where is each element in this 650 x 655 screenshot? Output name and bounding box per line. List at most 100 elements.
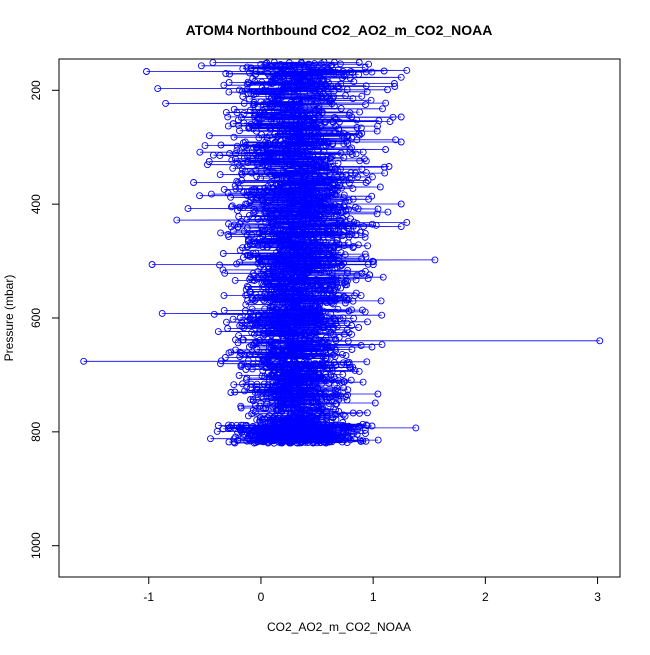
data-point — [317, 138, 325, 146]
data-point — [263, 400, 271, 408]
y-tick-label: 600 — [29, 308, 43, 328]
data-point — [281, 163, 288, 171]
data-point — [242, 376, 250, 384]
data-point — [332, 362, 340, 370]
data-point — [307, 165, 315, 173]
data-point — [368, 68, 376, 76]
data-point — [255, 355, 263, 363]
data-point — [324, 84, 332, 92]
data-point — [296, 119, 304, 127]
data-point — [243, 63, 251, 71]
data-point — [386, 118, 394, 126]
data-point — [253, 173, 261, 180]
data-point — [341, 330, 349, 338]
data-point — [340, 72, 348, 80]
data-point — [307, 67, 315, 75]
data-point — [224, 113, 232, 121]
data-point — [282, 218, 290, 226]
data-point — [349, 95, 357, 103]
data-point — [364, 242, 372, 250]
data-point — [251, 408, 259, 416]
data-point — [257, 270, 265, 278]
data-point — [190, 179, 198, 186]
data-point — [318, 361, 326, 369]
data-point — [326, 171, 334, 179]
data-point — [317, 269, 325, 277]
data-point — [341, 251, 349, 259]
data-point — [262, 81, 270, 89]
data-point — [330, 288, 338, 296]
data-point — [298, 331, 306, 339]
data-point — [293, 302, 301, 310]
data-point — [264, 243, 271, 251]
data-point — [330, 129, 338, 137]
data-point — [260, 86, 268, 94]
data-point — [255, 152, 263, 160]
data-point — [316, 375, 324, 383]
data-point — [332, 191, 340, 199]
data-point — [391, 83, 399, 90]
data-point — [266, 197, 274, 205]
data-point — [80, 357, 88, 365]
data-point — [222, 108, 230, 116]
data-point — [276, 226, 284, 234]
data-point — [286, 217, 294, 225]
data-point — [309, 151, 317, 159]
data-point — [397, 113, 405, 121]
data-point — [234, 223, 242, 231]
data-point — [230, 435, 238, 443]
data-point — [290, 228, 298, 236]
data-point — [233, 260, 241, 268]
data-point — [322, 254, 330, 262]
data-point — [351, 366, 359, 374]
data-point — [341, 198, 349, 205]
data-point — [337, 284, 345, 292]
data-point — [338, 350, 346, 358]
data-point — [318, 380, 326, 388]
data-point — [255, 329, 263, 337]
data-point — [325, 343, 333, 351]
data-point — [251, 436, 259, 443]
data-point — [384, 86, 391, 94]
data-point — [285, 203, 293, 211]
data-point — [379, 273, 387, 281]
data-point — [329, 140, 337, 148]
data-point — [209, 151, 217, 159]
data-point — [311, 107, 319, 115]
data-point — [309, 439, 317, 446]
data-point — [312, 206, 320, 214]
data-point — [305, 60, 313, 68]
data-point — [311, 179, 319, 187]
data-point — [289, 161, 297, 169]
data-point — [307, 180, 315, 188]
data-point — [357, 124, 365, 132]
data-point — [225, 88, 233, 96]
data-point — [349, 244, 357, 252]
data-point — [336, 315, 344, 323]
data-point — [318, 96, 326, 104]
data-point — [238, 322, 246, 330]
data-point — [229, 315, 237, 323]
data-point — [269, 307, 276, 315]
data-point — [254, 103, 262, 111]
data-point — [205, 132, 213, 140]
data-point — [196, 148, 204, 156]
data-point — [322, 238, 329, 246]
data-point — [350, 314, 358, 322]
data-point — [343, 86, 351, 93]
data-point — [261, 312, 269, 319]
data-point — [344, 140, 351, 147]
data-point — [381, 169, 389, 177]
data-point — [307, 70, 315, 78]
data-point — [224, 325, 232, 332]
data-point — [249, 406, 257, 414]
data-point — [325, 399, 333, 407]
data-point — [378, 341, 386, 349]
data-point — [250, 330, 258, 338]
data-point — [278, 89, 286, 97]
data-point — [361, 229, 369, 237]
data-point — [362, 101, 369, 109]
data-point — [347, 376, 355, 384]
series-group — [80, 59, 604, 447]
